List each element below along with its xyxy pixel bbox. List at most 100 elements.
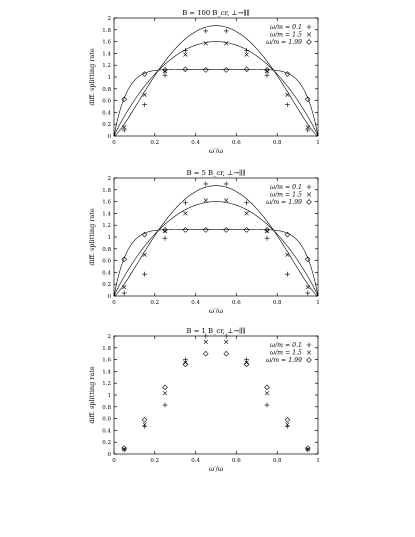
data-point-s1 (223, 333, 229, 339)
y-tick-label: 0 (108, 294, 112, 300)
chart-panel-2: B = 5 B_cr, ⊥→∥∥ 0 0.2 0.4 0.6 0.8 1 1.2 1.4 1.6 1… (88, 169, 320, 315)
y-tick-label: 0 (108, 452, 112, 458)
data-point-s2 (264, 228, 270, 234)
chart-title: B = 5 B_cr, ⊥→∥∥ (187, 169, 246, 177)
y-tick-label: 0.2 (102, 122, 111, 128)
series-curve-2 (113, 201, 319, 297)
y-tick-label: 2 (108, 16, 112, 22)
data-point-s3 (182, 227, 189, 233)
data-point-s3 (141, 71, 148, 77)
data-point-s1 (203, 181, 209, 187)
data-point-s3 (304, 256, 311, 263)
data-point-s3 (304, 96, 311, 103)
chart-title: B = 100 B_cr, ⊥→∥∥ (182, 9, 250, 17)
x-tick-label: 0 (112, 458, 116, 464)
series-curve-1 (113, 25, 319, 137)
data-point-s2 (142, 92, 147, 97)
legend-marker (306, 24, 312, 30)
data-point-s2 (305, 285, 310, 290)
x-tick-label: 0.8 (273, 140, 282, 146)
y-tick-label: 0.6 (102, 99, 111, 105)
data-point-s3 (243, 361, 250, 368)
data-point-s3 (202, 67, 209, 73)
y-tick-label: 1 (108, 75, 112, 81)
x-tick-label: 1 (316, 458, 320, 464)
y-tick-label: 0.4 (102, 110, 111, 116)
data-point-s1 (305, 127, 311, 133)
x-tick-label: 0 (112, 300, 116, 306)
data-point-s1 (162, 72, 168, 78)
data-point-s1 (183, 48, 188, 53)
data-point-s2 (122, 447, 127, 452)
chart-panel-3: B = 1 B_cr, ⊥→∥∥ 0 0.2 0.4 0.6 0.8 1 1.2 1.4 1.6 1… (88, 327, 320, 473)
legend-label: ω/m = 0.1 (270, 24, 302, 31)
y-tick-label: 1.2 (102, 63, 111, 69)
series-curve-3 (113, 69, 319, 137)
y-tick-label: 0.8 (102, 247, 111, 253)
data-point-s1 (203, 28, 209, 34)
legend-label: ω/m = 1.99 (266, 357, 302, 364)
data-point-s2 (162, 228, 168, 234)
x-tick-label: 0 (112, 140, 116, 146)
data-point-s1 (142, 102, 147, 108)
legend-marker (306, 199, 312, 205)
data-point-s3 (182, 66, 189, 73)
data-point-s1 (244, 200, 249, 206)
data-point-s3 (162, 227, 168, 233)
legend-label: ω/m = 1.5 (270, 192, 302, 199)
legend-marker (306, 342, 312, 348)
data-point-s2 (244, 211, 249, 216)
data-point-s2 (285, 422, 290, 427)
data-point-s3 (162, 384, 168, 391)
data-point-s1 (223, 181, 229, 187)
legend-marker (306, 357, 312, 363)
data-point-s2 (264, 68, 270, 74)
data-point-s2 (224, 198, 229, 203)
x-tick-label: 0.4 (191, 300, 200, 306)
x-tick-label: 0.4 (191, 458, 200, 464)
data-point-s1 (244, 48, 249, 53)
data-point-s2 (244, 360, 249, 365)
data-point-s2 (142, 422, 147, 427)
legend-marker (306, 184, 312, 190)
y-tick-label: 0.2 (102, 282, 111, 288)
x-axis-label: ω′/ω (209, 147, 223, 155)
legend-label: ω/m = 1.5 (270, 350, 302, 357)
series-curve-2 (113, 41, 319, 137)
data-point-s2 (203, 339, 208, 345)
legend-marker (306, 39, 312, 45)
legend-label: ω/m = 0.1 (270, 342, 302, 349)
y-tick-label: 1.6 (102, 358, 111, 364)
data-point-s1 (183, 357, 188, 362)
data-point-s1 (121, 127, 127, 133)
data-point-s1 (121, 447, 127, 453)
data-point-s3 (284, 416, 291, 423)
data-point-s2 (285, 252, 290, 257)
data-point-s2 (264, 391, 270, 396)
x-axis-label: ω′/ω (209, 465, 223, 473)
data-point-s2 (122, 125, 127, 130)
y-axis-label: diff. splitting rate (88, 208, 96, 266)
y-tick-label: 1 (108, 393, 112, 399)
y-tick-label: 1.8 (102, 28, 111, 34)
legend-label: ω/m = 1.99 (266, 39, 302, 46)
y-tick-label: 0.6 (102, 259, 111, 265)
chart-panel-1: B = 100 B_cr, ⊥→∥∥ 0 0.2 0.4 0.6 0.8 1 1.2 1.4 1.… (88, 9, 320, 155)
legend-label: ω/m = 1.5 (270, 32, 302, 39)
y-tick-label: 2 (108, 176, 112, 182)
y-tick-label: 1.8 (102, 346, 111, 352)
data-point-s3 (264, 227, 270, 233)
data-point-s3 (223, 227, 230, 233)
data-point-s1 (285, 102, 290, 108)
data-point-s1 (305, 447, 311, 453)
data-point-s3 (141, 231, 148, 238)
data-point-s1 (142, 271, 147, 277)
data-point-s2 (183, 52, 188, 57)
data-point-s1 (183, 200, 188, 206)
y-tick-label: 0.4 (102, 428, 111, 434)
y-tick-label: 1.4 (102, 51, 111, 57)
series-curve-3 (113, 229, 319, 297)
data-point-s2 (224, 339, 229, 345)
x-tick-label: 1 (316, 300, 320, 306)
